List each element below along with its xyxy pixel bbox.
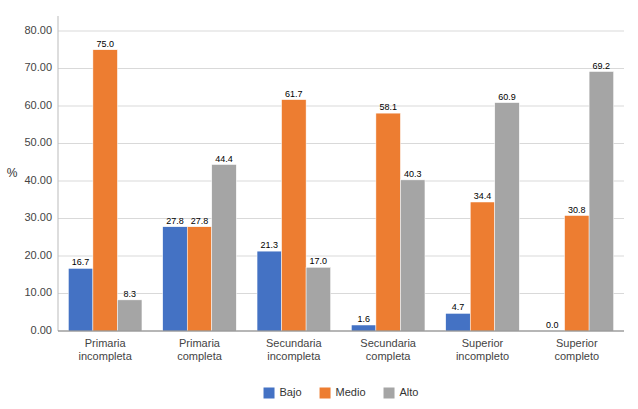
grid-line [58,331,624,332]
bar [282,100,307,331]
grid-line [58,256,624,257]
y-axis-label: % [7,166,18,180]
legend-item: Alto [384,386,419,399]
grid [58,31,624,331]
bar [470,202,495,331]
y-tick-label: 70.00 [24,61,52,73]
x-tick-label: Primariaincompleta [79,337,133,362]
x-tick-label: Superiorcompleto [555,337,600,362]
data-label: 16.7 [72,257,90,267]
x-axis-line [58,331,624,332]
y-axis-line [58,16,59,331]
data-label: 4.7 [452,302,465,312]
data-label: 27.8 [191,216,209,226]
x-tick-label: Superiorincompleto [456,337,509,362]
y-tick-label: 10.00 [24,286,52,298]
data-label: 34.4 [474,191,492,201]
y-tick-label: 40.00 [24,174,52,186]
grid-line [58,68,624,69]
bar [257,251,282,331]
legend-label: Medio [336,386,366,398]
y-tick-label: 50.00 [24,136,52,148]
x-tick-label: Primariacompleta [177,337,223,362]
data-label: 1.6 [357,314,370,324]
data-label: 0.0 [546,320,559,330]
grid-line [58,218,624,219]
data-label: 30.8 [568,205,586,215]
data-label: 58.1 [379,102,397,112]
bar [187,227,212,331]
data-labels: 16.7 27.8 21.3 1.6 4.7 0.0 75.0 27.8 61.7 58.1 34.… [72,39,610,330]
chart: 0.00 10.00 20.00 30.00 40.00 50.00 60.00 70.00 8… [0,0,638,409]
y-tick-label: 20.00 [24,249,52,261]
data-label: 61.7 [285,89,303,99]
data-label: 69.2 [593,61,611,71]
data-label: 40.3 [404,169,422,179]
legend-label: Bajo [280,386,302,398]
data-label: 75.0 [96,39,114,49]
legend-swatch [384,388,395,399]
grid-line [58,31,624,32]
bar [400,180,425,331]
data-label: 44.4 [215,154,233,164]
y-tick-label: 80.00 [24,24,52,36]
legend: Bajo Medio Alto [264,386,419,399]
bar [306,267,331,331]
x-tick-label: Secundariacompleta [360,337,417,362]
bar [351,325,376,331]
bar [93,50,118,331]
bar [446,313,471,331]
y-tick-label: 60.00 [24,99,52,111]
data-label: 27.8 [166,216,184,226]
bar [212,165,237,332]
y-tick-label: 30.00 [24,211,52,223]
bar [68,268,93,331]
bar [117,300,142,331]
grid-line [58,106,624,107]
legend-swatch [264,388,275,399]
bar [589,72,614,332]
legend-label: Alto [400,386,419,398]
bar [565,216,590,332]
data-label: 60.9 [498,92,516,102]
bar [163,227,188,331]
bars [68,50,613,331]
data-label: 17.0 [310,256,328,266]
data-label: 8.3 [123,289,136,299]
grid-line [58,181,624,182]
grid-line [58,293,624,294]
bar [376,113,401,331]
legend-swatch [320,388,331,399]
bar [495,103,520,331]
grid-line [58,143,624,144]
y-tick-label: 0.00 [31,324,52,336]
legend-item: Medio [320,386,366,399]
x-tick-label: Secundariaincompleta [266,337,323,362]
data-label: 21.3 [261,240,279,250]
legend-item: Bajo [264,386,302,399]
